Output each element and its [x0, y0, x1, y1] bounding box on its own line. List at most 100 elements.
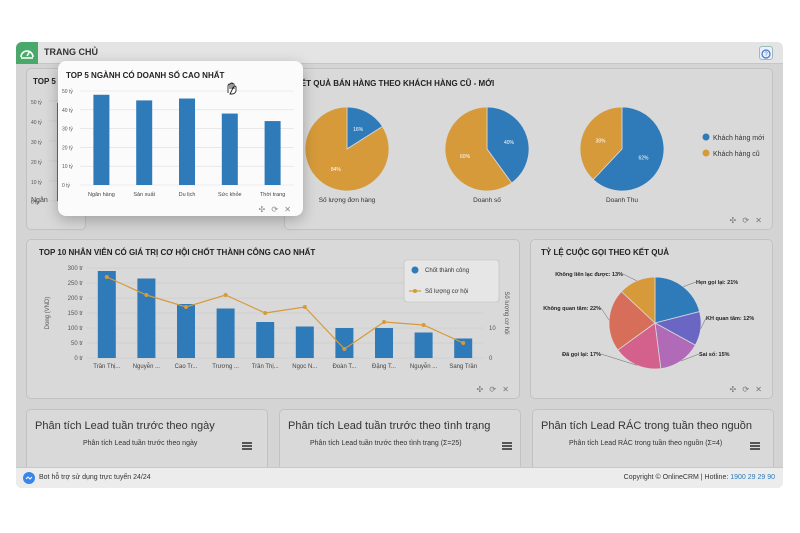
lead-status-subtitle: Phân tích Lead tuần trước theo tình trạn… [310, 440, 462, 447]
popup-controls[interactable]: ✣ ⟳ ✕ [258, 205, 293, 214]
top5-xlabel: Sức khỏe [218, 191, 242, 198]
top10-title: TOP 10 NHÂN VIÊN CÓ GIÁ TRỊ CƠ HỘI CHỐT … [39, 248, 316, 257]
top5-bar [93, 94, 110, 185]
sales-legend-label: Khách hàng cũ [713, 151, 760, 158]
combo-legend-box [403, 259, 500, 303]
sales-pie-label: 60% [460, 154, 471, 160]
call-pie-slice [654, 276, 701, 324]
sales-pie-label: 40% [504, 140, 515, 146]
combo-bar [335, 328, 354, 358]
combo-xlabel: Nguyễn ... [410, 363, 438, 370]
top5-ytick: 20 tỷ [62, 144, 73, 151]
top5-industries-popup[interactable]: TOP 5 NGÀNH CÓ DOANH SỐ CAO NHẤT 50 tỷ 40… [58, 61, 303, 216]
combo-bar [295, 326, 314, 358]
combo-line-point [421, 323, 426, 327]
lead-junk-menu-icon[interactable] [750, 442, 760, 450]
combo-bar [177, 304, 195, 358]
bot-support-text[interactable]: Bot hỗ trợ sử dụng trực tuyến 24/24 [39, 474, 151, 481]
combo-legend-label: Chốt thành công [425, 268, 469, 274]
sales-pie-label: 84% [331, 167, 342, 173]
combo-ylabel-right: Số lượng cơ hội [503, 291, 509, 334]
top5-ytick: 30 tỷ [62, 126, 73, 133]
combo-ytick-left: 0 tr [74, 356, 83, 362]
top5-xlabel: Ngân hàng [88, 192, 115, 198]
lead-day-panel: Phân tích Lead tuần trước theo ngày Phân… [26, 409, 268, 488]
sales-pie-title: Doanh Thu [606, 197, 638, 204]
combo-xlabel: Sang Trần [449, 364, 477, 370]
combo-xlabel: Trương ... [212, 364, 239, 370]
sales-pie-slice [592, 106, 665, 192]
call-panel-controls[interactable]: ✣ ⟳ ✕ [729, 385, 764, 394]
sales-legend-label: Khách hàng mới [713, 135, 765, 142]
copyright-text: Copyright © OnlineCRM | Hotline: 1900 29… [624, 474, 775, 481]
lead-status-title: Phân tích Lead tuần trước theo tình trạn… [288, 420, 491, 432]
call-pie-label: Đã gọi lại: 17% [562, 352, 601, 358]
top5-ytick: 50 tỷ [62, 88, 73, 95]
combo-line [106, 276, 464, 350]
hand-cursor-icon [227, 82, 237, 95]
sales-pie-label: 16% [353, 127, 364, 133]
combo-legend-marker [411, 266, 419, 274]
hotline-number[interactable]: 1900 29 29 90 [730, 474, 775, 481]
sales-pie-label: 38% [596, 138, 607, 144]
top5-bar-chart: 50 tỷ 40 tỷ 30 tỷ 20 tỷ 10 tỷ 0 tỷ Ngân hàng Sả… [62, 88, 294, 198]
top5-bg-tick: 20 tỷ [31, 159, 42, 166]
combo-bar [454, 338, 473, 358]
combo-xlabel: Đặng T... [372, 364, 396, 370]
combo-bar [414, 332, 433, 358]
call-pie-connector [700, 317, 707, 329]
lead-junk-title: Phân tích Lead RÁC trong tuần theo nguồn [541, 420, 752, 432]
sales-panel-controls[interactable]: ✣ ⟳ ✕ [729, 216, 764, 225]
top5-xlabel: Sản xuất [133, 192, 155, 198]
top10-panel-controls[interactable]: ✣ ⟳ ✕ [476, 385, 511, 394]
top5-bg-tick: 30 tỷ [31, 139, 42, 146]
dashboard-logo-icon[interactable] [16, 42, 38, 64]
combo-xlabel: Trần Thị... [93, 364, 120, 370]
sales-pie-slice [486, 106, 530, 184]
combo-bar [375, 328, 393, 358]
top5-xlabel: Thời trang [260, 192, 285, 198]
top5-popup-title: TOP 5 NGÀNH CÓ DOANH SỐ CAO NHẤT [66, 71, 225, 80]
combo-line-point [461, 341, 466, 345]
top5-bg-title: TOP 5 N [33, 77, 64, 86]
call-ratio-title: TỶ LỆ CUỘC GỌI THEO KẾT QUẢ [541, 248, 670, 257]
help-icon[interactable]: ? [759, 46, 773, 60]
copyright-label: Copyright © OnlineCRM | Hotline: [623, 474, 729, 481]
combo-ytick-left: 300 tr [68, 266, 83, 272]
combo-xlabel: Nguyễn ... [133, 363, 161, 370]
lead-junk-subtitle: Phân tích Lead RÁC trong tuần theo nguồn… [569, 440, 723, 447]
call-pie-slice [620, 276, 656, 324]
top5-bg-category: Ngân [31, 197, 48, 204]
top5-bar [136, 100, 153, 185]
lead-status-menu-icon[interactable] [502, 442, 512, 450]
messenger-icon[interactable] [23, 472, 35, 484]
top10-employees-panel: TOP 10 NHÂN VIÊN CÓ GIÁ TRỊ CƠ HỘI CHỐT … [26, 239, 520, 399]
sales-pie-slice [579, 106, 623, 181]
combo-line-point [223, 293, 228, 297]
lead-day-title: Phân tích Lead tuần trước theo ngày [35, 420, 215, 432]
combo-bar [97, 271, 116, 358]
top5-bar [221, 113, 238, 185]
sales-pie-title: Doanh số [473, 195, 501, 204]
combo-line-point [104, 275, 109, 279]
top5-bar [264, 121, 281, 185]
call-pie-label: Hẹn gọi lại: 21% [696, 280, 738, 286]
call-pie-connector [600, 307, 610, 321]
call-pie-connector [600, 353, 637, 366]
call-ratio-panel: TỶ LỆ CUỘC GỌI THEO KẾT QUẢ Hẹn gọi lại:… [530, 239, 773, 399]
combo-ytick-left: 200 tr [68, 296, 83, 302]
combo-ytick-left: 50 tr [71, 341, 83, 347]
status-bar: Bot hỗ trợ sử dụng trực tuyến 24/24 Copy… [16, 467, 783, 488]
combo-xlabel: Trần Thị... [252, 364, 279, 370]
call-pie-slice [617, 322, 662, 370]
call-pie-label: Không liên lạc được: 13% [555, 272, 623, 278]
sales-pie-charts: 16% 84% Số lượng đơn hàng 40% 60% Doanh số 62%… [304, 106, 765, 204]
sales-results-panel: KẾT QUẢ BÁN HÀNG THEO KHÁCH HÀNG CŨ - MỚ… [284, 68, 773, 230]
combo-line-point [342, 347, 347, 351]
lead-day-menu-icon[interactable] [242, 442, 252, 450]
combo-line-point [382, 320, 386, 324]
combo-bar [256, 322, 275, 358]
combo-ylabel-left: Dong (VND) [45, 297, 51, 330]
sales-legend-marker [702, 149, 710, 157]
combo-line-point [302, 305, 307, 309]
